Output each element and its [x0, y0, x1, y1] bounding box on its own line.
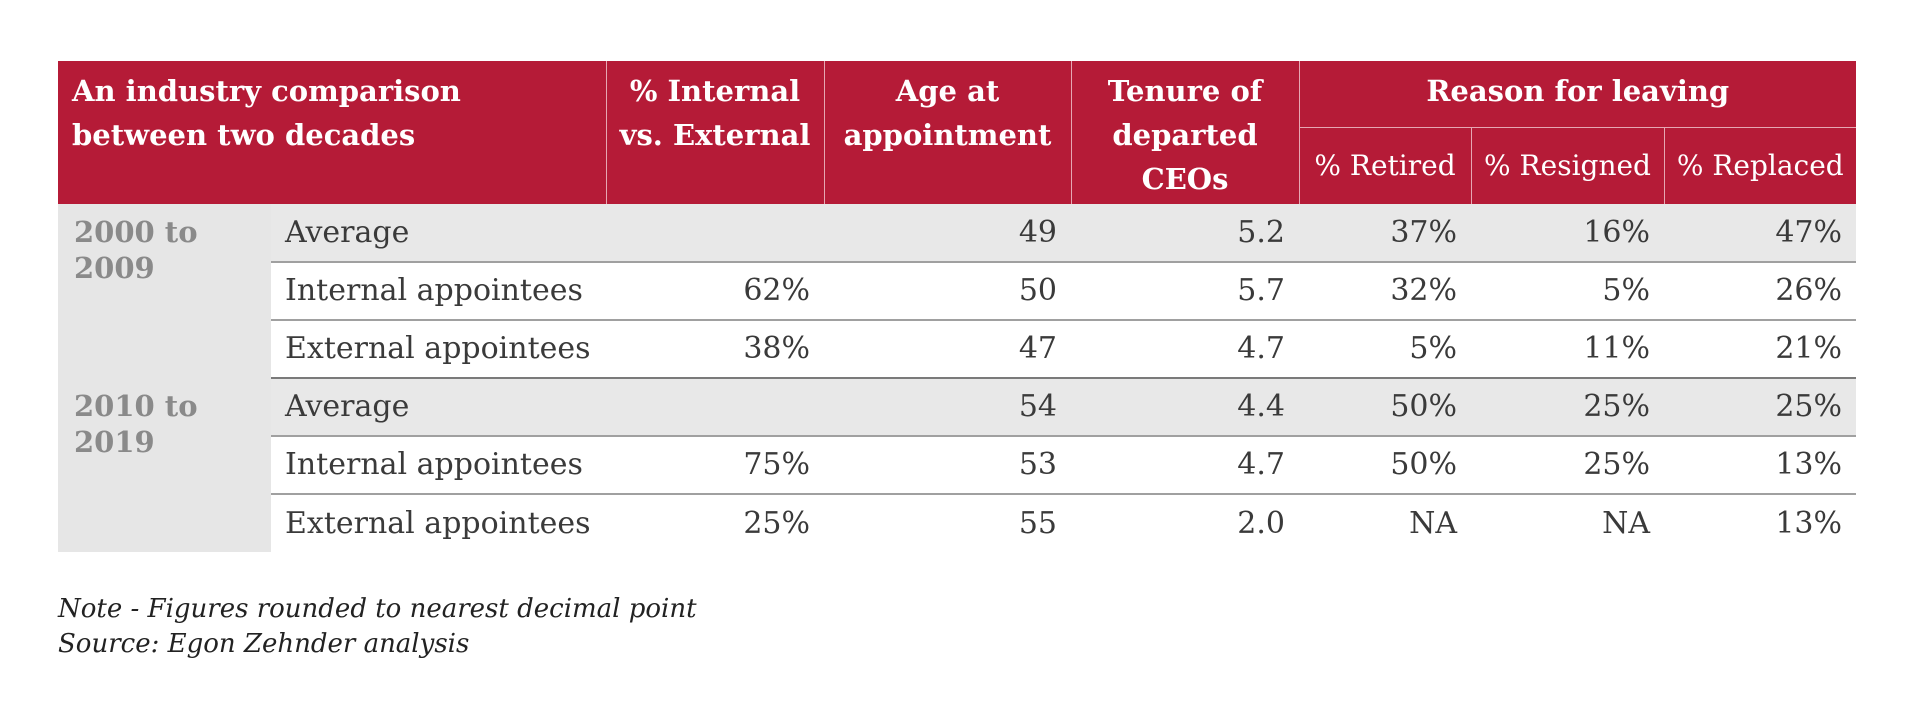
cell-age: 55: [1018, 505, 1058, 541]
header-age-at-appointment: Age at appointment: [823, 61, 1072, 204]
row-label: Average: [271, 204, 607, 263]
cell-internal: 25%: [743, 505, 811, 541]
row-label: Internal appointees: [271, 262, 607, 321]
cell-age: 47: [824, 320, 1072, 379]
cell-retired: NA: [1409, 505, 1458, 541]
header-internal-vs-external: % Internal vs. External: [605, 61, 825, 204]
cell-replaced: 25%: [1664, 378, 1857, 437]
table-row: Internal appointees 62% 50 5.7 32% 5% 26…: [58, 262, 1857, 321]
cell-retired: 50%: [1299, 378, 1472, 437]
comparison-table-container: An industry comparison between two decad…: [58, 61, 1857, 552]
cell-age: 50: [824, 262, 1072, 321]
cell-resigned: 16%: [1471, 204, 1665, 263]
period-label: 2000 to 2009: [58, 204, 271, 378]
cell-retired: 50%: [1299, 436, 1472, 495]
cell-internal: [606, 378, 825, 437]
table-body: 2000 to 2009 Average 49 5.2 37% 16% 47% …: [58, 204, 1857, 552]
cell-age: 53: [824, 436, 1072, 495]
header-retired: % Retired: [1298, 127, 1472, 204]
cell-replaced: 21%: [1664, 320, 1857, 379]
header-resigned: % Resigned: [1470, 127, 1665, 204]
cell-tenure: 4.4: [1071, 378, 1300, 437]
cell-resigned: 25%: [1471, 378, 1665, 437]
cell-age: 54: [824, 378, 1072, 437]
cell-age: 49: [824, 204, 1072, 263]
cell-resigned: NA: [1602, 505, 1651, 541]
table-row: 2010 to 2019 Average 54 4.4 50% 25% 25%: [58, 378, 1857, 552]
cell-internal: [606, 204, 825, 263]
source-text: Source: Egon Zehnder analysis: [58, 629, 470, 659]
cell-replaced: 47%: [1664, 204, 1857, 263]
table-row: 2000 to 2009 Average 49 5.2 37% 16% 47%: [58, 204, 1857, 378]
cell-tenure: 4.7: [1071, 320, 1300, 379]
table-notes: Note - Figures rounded to nearest decima…: [58, 592, 697, 662]
cell-resigned: 11%: [1471, 320, 1665, 379]
cell-replaced: 26%: [1664, 262, 1857, 321]
cell-tenure: 5.7: [1071, 262, 1300, 321]
cell-retired: 37%: [1299, 204, 1472, 263]
header-tenure: Tenure of departed CEOs: [1070, 61, 1300, 204]
row-label: External appointees: [285, 505, 591, 541]
cell-replaced: 13%: [1775, 505, 1843, 541]
header-reason-for-leaving: Reason for leaving: [1298, 61, 1857, 128]
cell-replaced: 13%: [1664, 436, 1857, 495]
row-label: Internal appointees: [271, 436, 607, 495]
cell-resigned: 25%: [1471, 436, 1665, 495]
table-header: An industry comparison between two decad…: [58, 61, 1857, 204]
table-title: An industry comparison between two decad…: [58, 61, 607, 204]
ceo-comparison-table: An industry comparison between two decad…: [58, 61, 1857, 552]
table-row: External appointees 38% 47 4.7 5% 11% 21…: [58, 320, 1857, 379]
cell-retired: 32%: [1299, 262, 1472, 321]
cell-resigned: 5%: [1471, 262, 1665, 321]
cell-internal: 62%: [606, 262, 825, 321]
cell-internal: 75%: [606, 436, 825, 495]
cell-retired: 5%: [1299, 320, 1472, 379]
cell-tenure: 4.7: [1071, 436, 1300, 495]
table-row: Internal appointees 75% 53 4.7 50% 25% 1…: [58, 436, 1857, 495]
cell-tenure: 2.0: [1237, 505, 1286, 541]
cell-internal: 38%: [606, 320, 825, 379]
period-label: 2010 to 2019: [58, 378, 271, 552]
cell-tenure: 5.2: [1071, 204, 1300, 263]
header-replaced: % Replaced: [1663, 127, 1857, 204]
row-label: External appointees: [271, 320, 607, 379]
table-row: External appointees 25% 55 2.0 NA NA 13%: [58, 494, 1856, 552]
note-text: Note - Figures rounded to nearest decima…: [58, 594, 697, 624]
row-label: Average: [271, 378, 607, 437]
